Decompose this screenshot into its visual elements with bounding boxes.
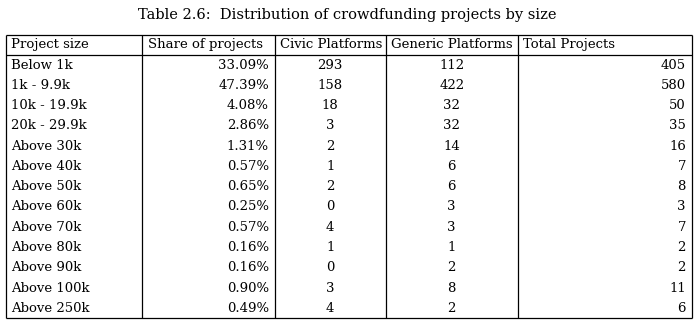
Text: 2: 2: [326, 140, 334, 153]
Text: 1: 1: [326, 160, 334, 173]
Text: 0: 0: [326, 200, 334, 214]
Text: 0.57%: 0.57%: [227, 221, 269, 234]
Text: 4: 4: [326, 221, 334, 234]
Text: 6: 6: [678, 302, 686, 315]
Text: 7: 7: [678, 221, 686, 234]
Text: 405: 405: [661, 58, 686, 72]
Text: 422: 422: [439, 79, 464, 92]
Text: 1.31%: 1.31%: [227, 140, 269, 153]
Text: 32: 32: [443, 119, 460, 132]
Text: 293: 293: [318, 58, 343, 72]
Text: 1: 1: [326, 241, 334, 254]
Text: 0.90%: 0.90%: [227, 281, 269, 295]
Text: Above 60k: Above 60k: [11, 200, 81, 214]
Text: 47.39%: 47.39%: [218, 79, 269, 92]
Text: 3: 3: [448, 221, 456, 234]
Text: 18: 18: [322, 99, 338, 112]
Text: 11: 11: [669, 281, 686, 295]
Text: 1: 1: [448, 241, 456, 254]
Text: Above 90k: Above 90k: [11, 261, 81, 274]
Text: 1k - 9.9k: 1k - 9.9k: [11, 79, 70, 92]
Text: 2.86%: 2.86%: [227, 119, 269, 132]
Text: 2: 2: [448, 302, 456, 315]
Text: 0.16%: 0.16%: [227, 261, 269, 274]
Text: 2: 2: [678, 261, 686, 274]
Text: 4: 4: [326, 302, 334, 315]
Text: 0.65%: 0.65%: [227, 180, 269, 193]
Text: 6: 6: [448, 180, 456, 193]
Text: 7: 7: [678, 160, 686, 173]
Text: Above 250k: Above 250k: [11, 302, 90, 315]
Text: 10k - 19.9k: 10k - 19.9k: [11, 99, 87, 112]
Text: 50: 50: [669, 99, 686, 112]
Text: 0: 0: [326, 261, 334, 274]
Text: Above 70k: Above 70k: [11, 221, 81, 234]
Text: Project size: Project size: [11, 38, 89, 51]
Text: 16: 16: [669, 140, 686, 153]
Text: 4.08%: 4.08%: [227, 99, 269, 112]
Text: 32: 32: [443, 99, 460, 112]
Text: 35: 35: [669, 119, 686, 132]
Text: 3: 3: [326, 281, 334, 295]
Text: 2: 2: [326, 180, 334, 193]
Text: 6: 6: [448, 160, 456, 173]
Text: 3: 3: [678, 200, 686, 214]
Text: Table 2.6:  Distribution of crowdfunding projects by size: Table 2.6: Distribution of crowdfunding …: [138, 8, 557, 22]
Text: 3: 3: [448, 200, 456, 214]
Text: Above 40k: Above 40k: [11, 160, 81, 173]
Text: 0.16%: 0.16%: [227, 241, 269, 254]
Text: Above 30k: Above 30k: [11, 140, 81, 153]
Text: Above 50k: Above 50k: [11, 180, 81, 193]
Text: 14: 14: [443, 140, 460, 153]
Text: Civic Platforms: Civic Platforms: [280, 38, 382, 51]
Text: Share of projects: Share of projects: [148, 38, 263, 51]
Text: 3: 3: [326, 119, 334, 132]
Text: Above 80k: Above 80k: [11, 241, 81, 254]
Text: Generic Platforms: Generic Platforms: [391, 38, 513, 51]
Text: 0.49%: 0.49%: [227, 302, 269, 315]
Text: 33.09%: 33.09%: [218, 58, 269, 72]
Text: 2: 2: [678, 241, 686, 254]
Text: 2: 2: [448, 261, 456, 274]
Text: 0.25%: 0.25%: [227, 200, 269, 214]
Text: 580: 580: [661, 79, 686, 92]
Text: 0.57%: 0.57%: [227, 160, 269, 173]
Text: Above 100k: Above 100k: [11, 281, 90, 295]
Text: 8: 8: [448, 281, 456, 295]
Text: 158: 158: [318, 79, 343, 92]
Text: 20k - 29.9k: 20k - 29.9k: [11, 119, 87, 132]
Text: Total Projects: Total Projects: [523, 38, 615, 51]
Text: 8: 8: [678, 180, 686, 193]
Text: Below 1k: Below 1k: [11, 58, 73, 72]
Text: 112: 112: [439, 58, 464, 72]
